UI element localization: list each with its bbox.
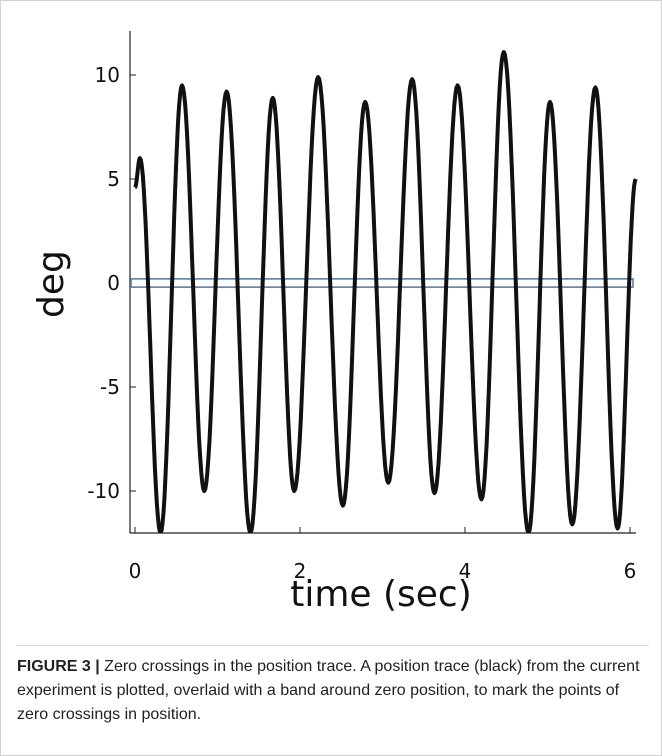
tick-labels: 10 5 0 -5 -10 0 2 4 6 <box>87 63 636 583</box>
y-tick-label: 5 <box>107 167 120 191</box>
axes <box>129 31 636 534</box>
y-tick-label: 0 <box>107 271 120 295</box>
y-axis-label: deg <box>31 250 72 318</box>
caption-label: FIGURE 3 | <box>17 658 100 675</box>
line-chart: 10 5 0 -5 -10 0 2 4 6 time (sec) deg <box>31 31 638 615</box>
y-tick-label: 10 <box>95 63 120 87</box>
caption-text: Zero crossings in the position trace. A … <box>17 658 640 723</box>
y-tick-label: -5 <box>100 375 120 399</box>
series-layer <box>133 50 638 533</box>
x-tick-label: 6 <box>624 559 637 583</box>
figure-caption: FIGURE 3 | Zero crossings in the positio… <box>17 645 649 727</box>
x-tick-label: 2 <box>294 559 307 583</box>
y-tick-label: -10 <box>87 479 120 503</box>
zero-band <box>130 278 634 288</box>
x-tick-label: 0 <box>129 559 142 583</box>
x-axis-label: time (sec) <box>290 574 472 615</box>
x-tick-label: 4 <box>459 559 472 583</box>
position-trace-line <box>133 50 638 533</box>
zero-band-rect <box>130 278 634 288</box>
